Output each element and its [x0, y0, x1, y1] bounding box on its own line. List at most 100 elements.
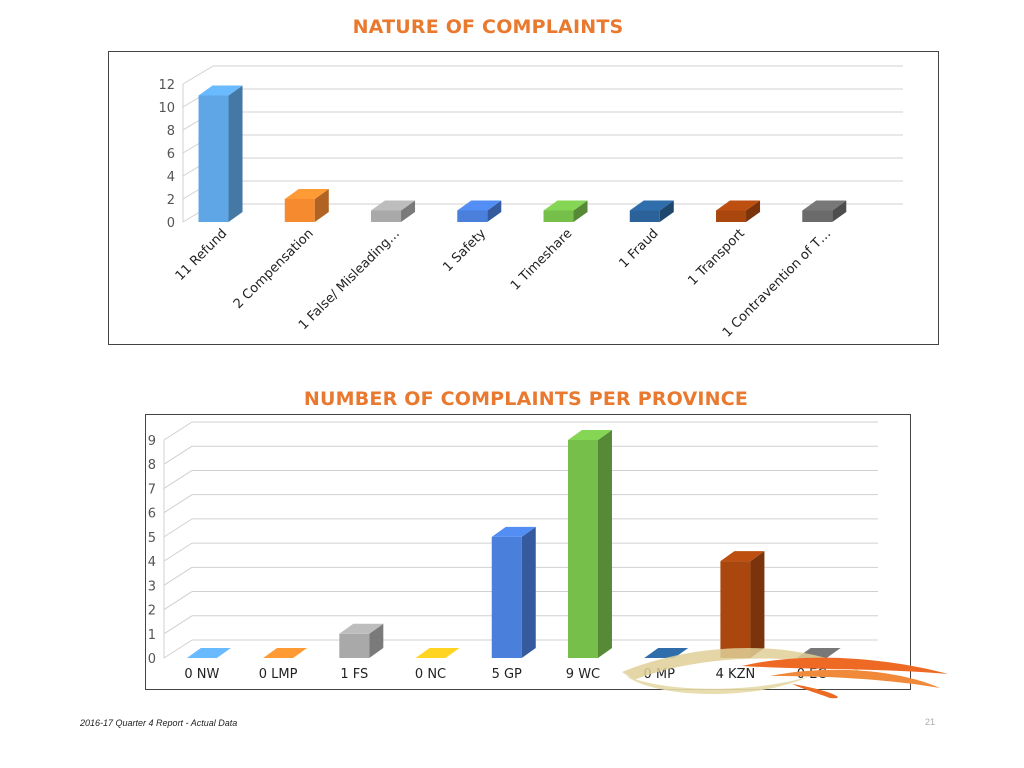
bar-side [401, 200, 416, 222]
y-tick-label: 4 [167, 170, 175, 185]
x-category-label: 0 MP [643, 667, 675, 682]
bar [371, 200, 416, 222]
bar-side [832, 200, 847, 222]
bar-front [457, 210, 488, 222]
bar-top [457, 200, 502, 211]
complaints-per-province-chart: 0 1 2 3 4 5 6 7 8 9 0 NW 0 LMP 1 FS 0 NC 5 GP 9 WC 0 MP 4… [148, 421, 878, 682]
bar-front [567, 440, 598, 658]
bar-front [339, 633, 370, 658]
gridline-diag [163, 494, 193, 514]
y-tick-label: 10 [158, 101, 175, 116]
y-tick-label: 3 [148, 579, 156, 594]
x-category-label: 2 Compensation [231, 226, 317, 312]
complaints-per-province-chart-frame: 0 1 2 3 4 5 6 7 8 9 0 NW 0 LMP 1 FS 0 NC 5 GP 9 WC 0 MP 4… [145, 414, 911, 690]
gridline-diag [163, 639, 193, 659]
bar-front [720, 561, 751, 658]
x-category-label: 1 FS [340, 667, 368, 682]
gridline-diag [163, 542, 193, 562]
bar [802, 200, 847, 222]
bar-top [802, 200, 847, 211]
nature-of-complaints-title: NATURE OF COMPLAINTS [352, 16, 624, 38]
bar [543, 200, 588, 222]
complaints-per-province-title: NUMBER OF COMPLAINTS PER PROVINCE [303, 388, 749, 410]
bar-side [228, 85, 243, 222]
y-tick-label: 6 [148, 507, 156, 522]
bar-front [371, 210, 402, 222]
bar-top [198, 85, 243, 96]
bar [491, 526, 536, 658]
bar-side [746, 200, 761, 222]
x-category-label: 4 KZN [716, 667, 756, 682]
x-category-label: 11 Refund [173, 226, 231, 284]
bar-top [644, 648, 689, 658]
x-category-label: 1 Fraud [617, 226, 662, 271]
bar-top [186, 648, 231, 658]
y-tick-label: 0 [167, 216, 175, 231]
bar-side [573, 200, 588, 222]
bar-top [415, 648, 460, 658]
bar-top [720, 551, 765, 562]
gridline-diag [163, 591, 193, 610]
y-tick-label: 2 [167, 193, 175, 208]
bar-top [716, 200, 761, 211]
bar [716, 200, 761, 222]
y-tick-label: 0 [148, 652, 156, 667]
bar-top [491, 526, 536, 537]
bar [263, 648, 308, 658]
gridline-diag [163, 615, 193, 635]
bar-side [487, 200, 502, 222]
bar-front [716, 210, 747, 222]
gridline-diag [182, 65, 214, 85]
bar-top [567, 430, 612, 440]
y-tick-label: 7 [148, 482, 156, 497]
y-tick-label: 8 [167, 124, 175, 139]
bar-front [491, 536, 522, 658]
y-tick-label: 8 [148, 458, 156, 473]
bar-front [629, 210, 660, 222]
x-category-label: 0 NW [184, 667, 219, 682]
x-category-label: 1 Safety [440, 226, 489, 275]
bar [284, 189, 329, 222]
bar-top [284, 189, 329, 199]
x-category-label: 9 WC [566, 667, 600, 682]
bar-top [796, 648, 841, 658]
y-tick-label: 9 [148, 434, 156, 449]
bar-side [659, 200, 674, 222]
gridline-diag [163, 421, 193, 441]
bar-front [284, 199, 315, 222]
bar-top [263, 648, 308, 658]
y-tick-label: 1 [148, 628, 156, 643]
bar-side [314, 189, 329, 222]
bar [415, 648, 460, 658]
bar-top [543, 200, 588, 211]
bar-top [629, 200, 674, 211]
bar-top [339, 623, 384, 634]
bar-side [597, 430, 612, 658]
gridline-diag [163, 445, 193, 465]
bar [339, 623, 384, 658]
x-category-label: 1 False/ Misleading… [296, 226, 403, 333]
x-category-label: 5 GP [492, 667, 522, 682]
gridline-diag [163, 470, 193, 489]
bar-side [369, 623, 384, 658]
bar [457, 200, 502, 222]
gridline-diag [163, 566, 193, 586]
y-tick-label: 5 [148, 531, 156, 546]
nature-of-complaints-chart-frame: 0 2 4 6 8 10 12 11 Refund 2 Compensation 1 False/… [108, 51, 939, 345]
x-category-label: 1 Transport [685, 226, 748, 289]
page-number: 21 [925, 717, 936, 727]
report-footer-label: 2016-17 Quarter 4 Report - Actual Data [80, 718, 238, 728]
bar-side [750, 551, 765, 658]
x-category-label: 1 Timeshare [508, 226, 575, 293]
x-category-label: 0 LMP [259, 667, 298, 682]
y-tick-label: 4 [148, 555, 156, 570]
bar-front [802, 210, 833, 222]
bar-front [543, 210, 574, 222]
bar [567, 430, 612, 658]
x-category-label: 0 EC [797, 667, 827, 682]
bar [198, 85, 243, 222]
bar [629, 200, 674, 222]
bar-side [521, 526, 536, 658]
bar [796, 648, 841, 658]
